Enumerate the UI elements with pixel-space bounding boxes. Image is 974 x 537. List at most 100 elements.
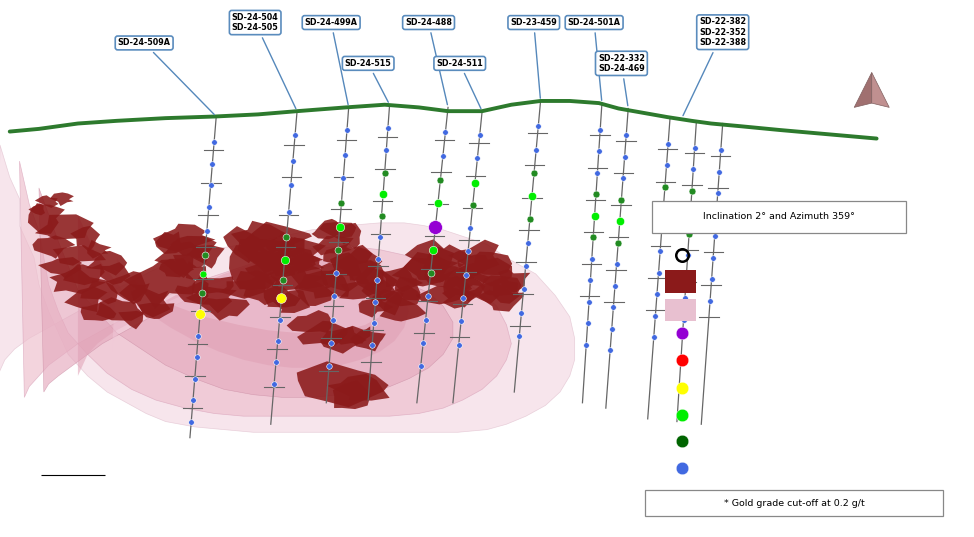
Polygon shape: [80, 280, 118, 304]
Polygon shape: [458, 255, 491, 277]
Polygon shape: [297, 321, 348, 346]
Polygon shape: [155, 231, 187, 254]
Polygon shape: [371, 289, 403, 315]
Polygon shape: [339, 260, 384, 286]
Polygon shape: [461, 281, 514, 304]
Polygon shape: [286, 252, 324, 273]
Polygon shape: [119, 283, 150, 304]
Polygon shape: [63, 264, 105, 285]
Polygon shape: [35, 214, 94, 240]
Polygon shape: [384, 285, 421, 306]
FancyBboxPatch shape: [645, 490, 943, 516]
Polygon shape: [351, 330, 386, 351]
Polygon shape: [443, 276, 472, 300]
Polygon shape: [53, 245, 106, 266]
Polygon shape: [289, 258, 328, 289]
Polygon shape: [872, 72, 889, 107]
Text: SD-24-515: SD-24-515: [345, 59, 392, 102]
Polygon shape: [19, 161, 511, 416]
Polygon shape: [424, 265, 474, 288]
Polygon shape: [173, 251, 209, 276]
Polygon shape: [186, 262, 207, 280]
Polygon shape: [358, 294, 393, 317]
Polygon shape: [286, 310, 334, 333]
Text: SD-22-332
SD-24-469: SD-22-332 SD-24-469: [598, 54, 645, 106]
Text: SD-24-501A: SD-24-501A: [568, 18, 620, 100]
Polygon shape: [192, 276, 234, 294]
Polygon shape: [264, 287, 301, 307]
Text: SD-22-382
SD-22-352
SD-22-388: SD-22-382 SD-22-352 SD-22-388: [683, 17, 746, 115]
Polygon shape: [333, 380, 371, 409]
Polygon shape: [124, 259, 196, 309]
Polygon shape: [273, 290, 310, 313]
Polygon shape: [81, 303, 117, 321]
Text: SD-24-488: SD-24-488: [405, 18, 452, 105]
Polygon shape: [243, 222, 312, 253]
Polygon shape: [153, 224, 215, 252]
Polygon shape: [138, 303, 174, 319]
Polygon shape: [449, 240, 500, 273]
Polygon shape: [86, 251, 128, 275]
Polygon shape: [236, 271, 279, 291]
Polygon shape: [189, 245, 225, 268]
Polygon shape: [328, 252, 361, 276]
Polygon shape: [28, 204, 65, 234]
Polygon shape: [394, 277, 421, 300]
Polygon shape: [175, 280, 208, 304]
Polygon shape: [0, 145, 575, 432]
Polygon shape: [32, 235, 75, 259]
Polygon shape: [320, 326, 367, 354]
Polygon shape: [100, 262, 131, 285]
Polygon shape: [440, 263, 490, 292]
Polygon shape: [39, 188, 453, 397]
Polygon shape: [219, 279, 266, 299]
Polygon shape: [416, 286, 469, 304]
Polygon shape: [269, 265, 325, 291]
Polygon shape: [319, 222, 356, 238]
Polygon shape: [186, 287, 237, 313]
Polygon shape: [313, 236, 354, 255]
Polygon shape: [356, 268, 397, 296]
Polygon shape: [231, 221, 285, 249]
Polygon shape: [78, 215, 409, 376]
Polygon shape: [320, 263, 358, 292]
Polygon shape: [50, 192, 74, 206]
Polygon shape: [159, 259, 194, 277]
Polygon shape: [64, 287, 107, 312]
Polygon shape: [337, 223, 361, 249]
Polygon shape: [481, 275, 521, 295]
FancyBboxPatch shape: [652, 201, 906, 233]
Polygon shape: [498, 269, 531, 293]
Polygon shape: [131, 287, 170, 317]
Polygon shape: [271, 248, 316, 277]
Polygon shape: [112, 258, 390, 352]
Polygon shape: [403, 252, 451, 281]
Text: SD-24-511: SD-24-511: [436, 59, 483, 108]
Polygon shape: [154, 242, 203, 278]
Polygon shape: [339, 276, 381, 300]
Polygon shape: [170, 235, 216, 259]
FancyBboxPatch shape: [665, 299, 696, 321]
Text: SD-24-504
SD-24-505: SD-24-504 SD-24-505: [232, 13, 296, 108]
Text: SD-24-499A: SD-24-499A: [305, 18, 357, 105]
Polygon shape: [248, 252, 291, 273]
Polygon shape: [245, 260, 295, 288]
Polygon shape: [96, 297, 144, 321]
Polygon shape: [493, 277, 520, 304]
Polygon shape: [444, 275, 485, 302]
Text: SD-24-509A: SD-24-509A: [118, 39, 214, 114]
Polygon shape: [229, 245, 286, 289]
Polygon shape: [380, 293, 427, 322]
Polygon shape: [70, 226, 100, 252]
Text: * Gold grade cut-off at 0.2 g/t: * Gold grade cut-off at 0.2 g/t: [725, 499, 865, 507]
Polygon shape: [28, 203, 45, 215]
Polygon shape: [333, 247, 383, 280]
Polygon shape: [380, 267, 423, 292]
Polygon shape: [312, 219, 345, 239]
Polygon shape: [326, 374, 390, 401]
Polygon shape: [238, 238, 295, 265]
Polygon shape: [294, 282, 333, 306]
Polygon shape: [469, 258, 512, 286]
Polygon shape: [87, 240, 111, 258]
Polygon shape: [105, 271, 146, 302]
